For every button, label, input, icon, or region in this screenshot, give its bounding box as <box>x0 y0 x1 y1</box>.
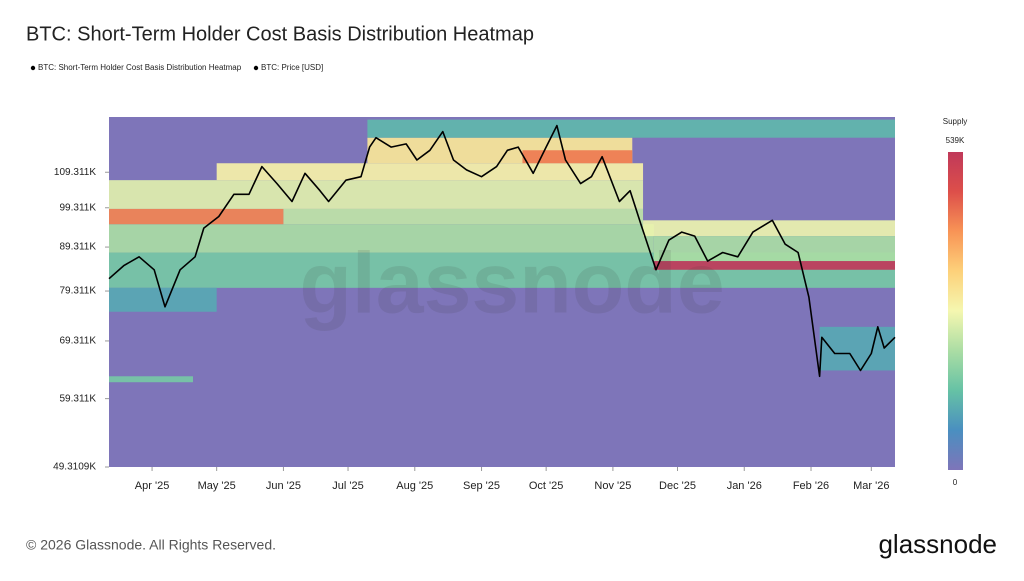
heatmap-band <box>109 376 193 383</box>
x-tick-label: Dec '25 <box>659 480 696 492</box>
watermark: glassnode <box>299 236 724 332</box>
heatmap-band <box>819 326 895 371</box>
x-tick-label: Feb '26 <box>793 480 829 492</box>
heatmap-band <box>109 180 644 209</box>
price-line <box>108 124 896 378</box>
legend-entry: BTC: Price [USD] <box>261 63 323 72</box>
heatmap-band <box>109 208 284 225</box>
x-tick-label: Oct '25 <box>529 480 564 492</box>
chart-title: BTC: Short-Term Holder Cost Basis Distri… <box>26 23 534 45</box>
legend-dot <box>253 65 259 71</box>
heatmap-band <box>367 119 895 138</box>
y-tick-label: 99.311K <box>59 202 96 213</box>
y-tick-label: 69.311K <box>59 336 96 347</box>
logo: glassnode <box>878 529 997 559</box>
y-tick-label: 89.311K <box>59 242 96 253</box>
plot-area <box>109 119 895 383</box>
colorbar <box>948 152 963 470</box>
y-tick-label: 59.311K <box>59 393 96 404</box>
colorbar-label: 0 <box>953 478 958 487</box>
legend-entry: BTC: Short-Term Holder Cost Basis Distri… <box>38 63 242 72</box>
x-tick-label: Sep '25 <box>463 480 500 492</box>
heatmap-band <box>653 261 895 270</box>
x-tick-label: Jun '25 <box>266 480 301 492</box>
x-tick-label: Aug '25 <box>396 480 433 492</box>
heatmap-band <box>653 236 895 262</box>
y-tick-label: 109.311K <box>54 167 96 178</box>
colorbar-label: 539K <box>946 136 965 145</box>
colorbar-title: Supply <box>943 117 967 126</box>
x-tick-label: Mar '26 <box>853 480 889 492</box>
x-tick-label: Jan '26 <box>727 480 762 492</box>
heatmap-band <box>109 224 654 253</box>
x-tick-label: Apr '25 <box>135 480 170 492</box>
footer: © 2026 Glassnode. All Rights Reserved. <box>26 537 276 553</box>
heatmap-band <box>283 208 644 225</box>
x-tick-label: Nov '25 <box>594 480 631 492</box>
legend-dot <box>30 65 36 71</box>
x-tick-label: May '25 <box>198 480 236 492</box>
y-tick-label: 49.3109K <box>53 462 96 473</box>
heatmap-band <box>216 163 644 181</box>
heatmap-band <box>522 150 633 164</box>
y-tick-label: 79.311K <box>59 286 96 297</box>
x-tick-label: Jul '25 <box>332 480 363 492</box>
heatmap-band <box>643 220 895 237</box>
